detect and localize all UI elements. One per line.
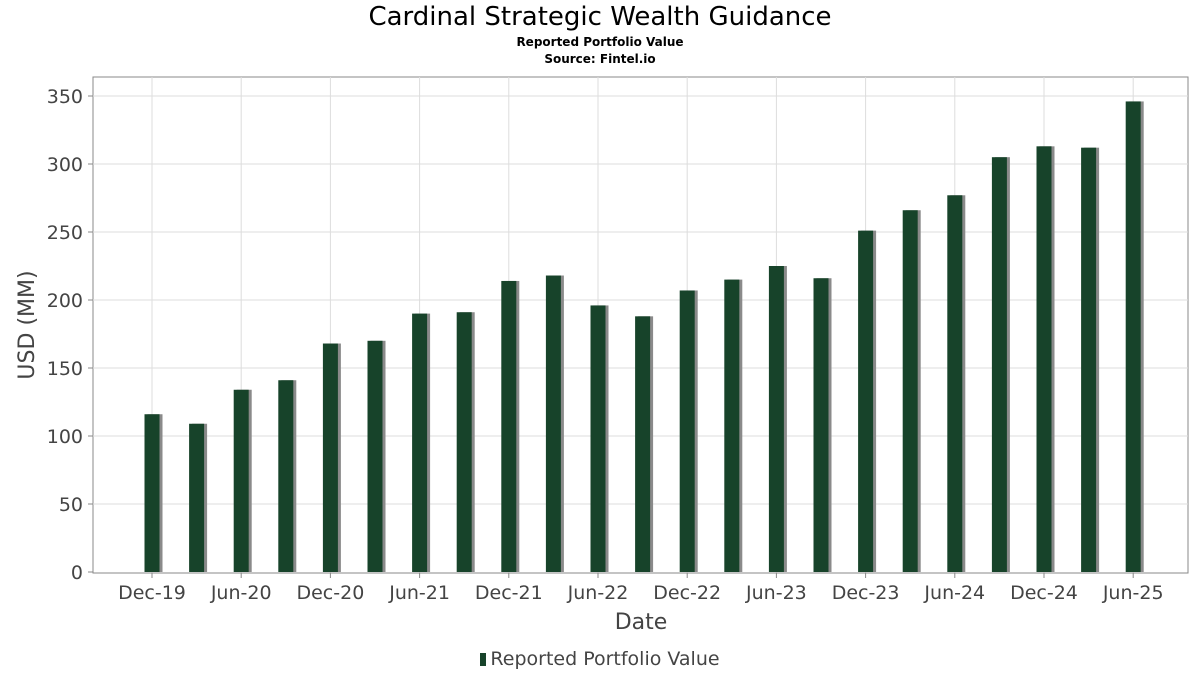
legend-label: Reported Portfolio Value — [490, 648, 720, 670]
bar — [501, 280, 517, 572]
x-tick-label: Dec-24 — [1010, 582, 1078, 604]
y-axis-label: USD (MM) — [15, 270, 40, 379]
bar — [456, 312, 472, 572]
x-tick-label: Dec-22 — [653, 582, 721, 604]
chart-title: Cardinal Strategic Wealth Guidance — [368, 2, 832, 32]
bar — [1125, 101, 1141, 572]
bar — [679, 290, 695, 572]
bar — [278, 380, 294, 572]
bar — [590, 305, 606, 572]
bar — [768, 266, 784, 572]
bar — [902, 210, 918, 573]
bar — [635, 316, 651, 572]
x-tick-label: Dec-19 — [118, 582, 186, 604]
x-tick-label: Jun-24 — [923, 582, 985, 604]
bar — [189, 423, 205, 572]
x-tick-label: Dec-23 — [832, 582, 900, 604]
y-tick-label: 100 — [47, 426, 83, 448]
y-tick-label: 200 — [47, 290, 83, 312]
bar — [322, 343, 338, 572]
chart-source: Source: Fintel.io — [544, 52, 656, 66]
y-tick-label: 50 — [59, 494, 83, 516]
x-tick-label: Jun-25 — [1102, 582, 1164, 604]
bar — [144, 414, 160, 572]
bar — [367, 340, 383, 572]
legend-swatch — [480, 653, 487, 666]
x-axis-label: Date — [615, 610, 668, 635]
bar — [412, 313, 428, 572]
bar — [991, 157, 1007, 572]
bar — [1036, 146, 1052, 572]
y-tick-label: 0 — [71, 562, 83, 584]
y-tick-label: 350 — [47, 86, 83, 108]
x-tick-label: Dec-21 — [475, 582, 543, 604]
y-tick-label: 250 — [47, 222, 83, 244]
legend: Reported Portfolio Value — [0, 648, 1200, 670]
x-tick-label: Jun-20 — [210, 582, 272, 604]
bar — [813, 278, 829, 572]
bar — [1081, 147, 1097, 572]
bar — [545, 275, 561, 572]
bar — [947, 195, 963, 572]
x-tick-label: Jun-23 — [745, 582, 807, 604]
bar — [233, 389, 249, 572]
bar — [858, 230, 874, 572]
chart-subtitle: Reported Portfolio Value — [516, 35, 684, 49]
y-tick-label: 300 — [47, 154, 83, 176]
bar — [724, 279, 740, 572]
x-tick-label: Jun-22 — [567, 582, 629, 604]
x-tick-label: Dec-20 — [296, 582, 364, 604]
y-tick-label: 150 — [47, 358, 83, 380]
x-tick-label: Jun-21 — [388, 582, 450, 604]
